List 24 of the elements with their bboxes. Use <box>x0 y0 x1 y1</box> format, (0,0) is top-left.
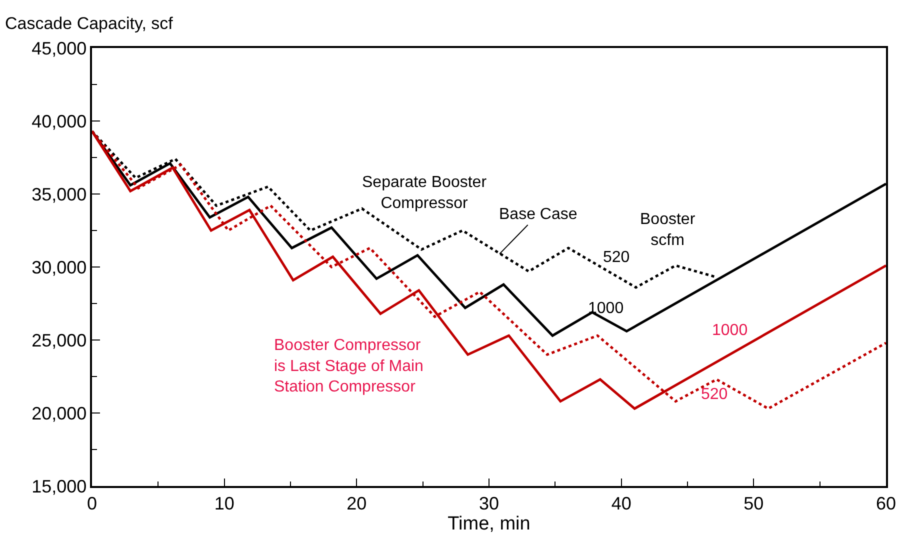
y-tick-label: 20,000 <box>32 403 87 424</box>
x-tick-label: 40 <box>611 493 632 514</box>
annotation: 1000 <box>712 322 748 339</box>
annotation: 520 <box>603 249 630 266</box>
annotation: Base Case <box>499 206 578 223</box>
x-tick-label: 0 <box>86 493 98 514</box>
y-tick-label: 30,000 <box>32 257 87 278</box>
x-tick-label: 10 <box>214 493 234 514</box>
annotation: Separate Booster Compressor <box>362 174 488 212</box>
x-tick-label: 30 <box>478 493 500 514</box>
x-tick-label: 60 <box>876 493 896 514</box>
annotation: Booster Compressor is Last Stage of Main Station Compressor <box>274 337 424 396</box>
y-tick-label: 45,000 <box>32 38 87 58</box>
x-axis-title: Time, min <box>448 514 530 535</box>
annotation: 1000 <box>588 300 624 317</box>
y-tick-label: 25,000 <box>32 330 87 350</box>
annotation: Booster scfm <box>640 211 696 249</box>
y-axis-title: Cascade Capacity, scf <box>5 14 174 33</box>
y-tick-label: 40,000 <box>32 111 87 132</box>
y-tick-label: 35,000 <box>32 184 87 204</box>
x-tick-label: 20 <box>346 493 367 514</box>
y-tick-label: 15,000 <box>32 476 87 496</box>
x-tick-label: 50 <box>744 493 764 514</box>
annotation: 520 <box>701 386 728 403</box>
